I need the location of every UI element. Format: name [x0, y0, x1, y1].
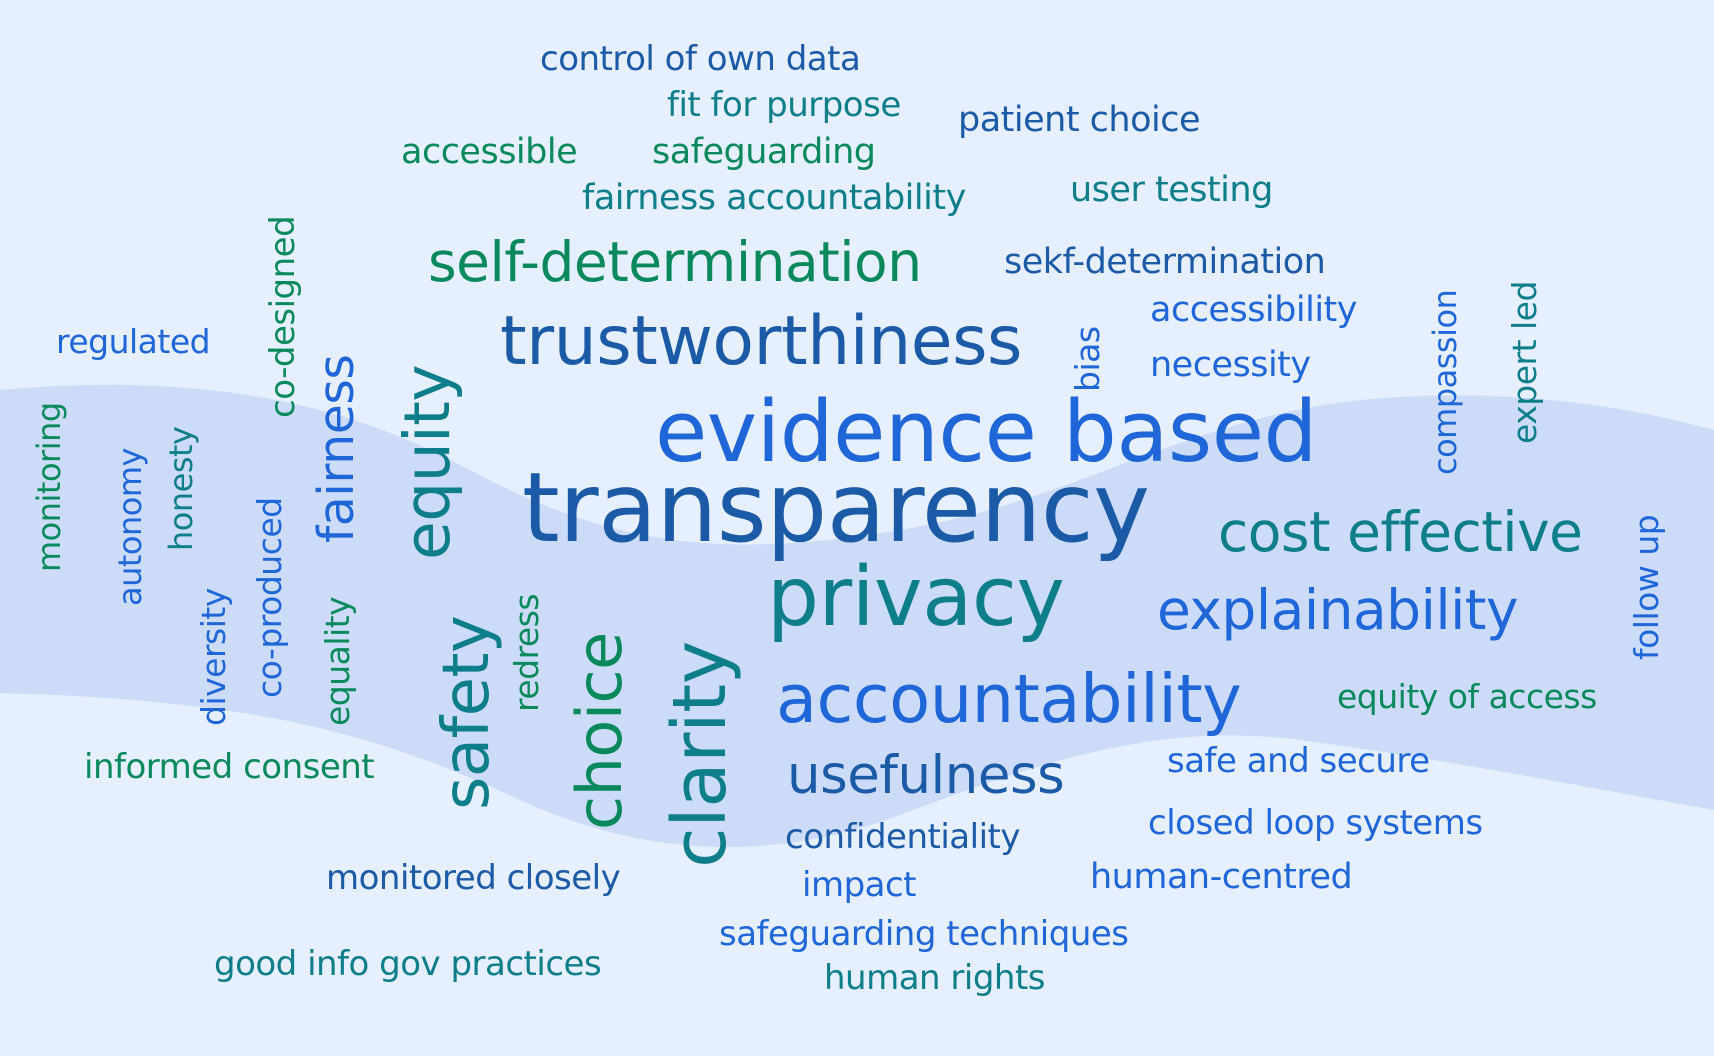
word-equity-of-access: equity of access — [1337, 677, 1597, 716]
word-safeguarding-techniques: safeguarding techniques — [719, 914, 1129, 954]
word-accessibility: accessibility — [1150, 290, 1358, 330]
word-necessity: necessity — [1150, 345, 1311, 385]
word-choice: choice — [563, 632, 636, 830]
word-trustworthiness: trustworthiness — [500, 302, 1022, 381]
word-human-rights: human rights — [824, 958, 1046, 998]
word-transparency: transparency — [522, 452, 1150, 564]
word-explainability: explainability — [1157, 578, 1519, 642]
word-evidence-based: evidence based — [655, 383, 1317, 482]
word-human-centred: human-centred — [1090, 857, 1353, 897]
word-co-designed: co-designed — [263, 215, 303, 418]
word-autonomy: autonomy — [111, 448, 149, 606]
word-fairness-accountability: fairness accountability — [582, 178, 966, 218]
word-safe-and-secure: safe and secure — [1167, 741, 1430, 781]
word-regulated: regulated — [56, 322, 211, 361]
word-monitoring: monitoring — [30, 402, 68, 572]
word-sekf-determination: sekf-determination — [1004, 242, 1326, 282]
word-equity: equity — [391, 364, 464, 560]
word-impact: impact — [802, 865, 917, 905]
word-user-testing: user testing — [1070, 170, 1273, 210]
word-compassion: compassion — [1426, 289, 1464, 475]
word-diversity: diversity — [194, 588, 233, 726]
word-fairness: fairness — [308, 354, 365, 543]
word-confidentiality: confidentiality — [785, 817, 1020, 857]
word-accountability: accountability — [776, 660, 1242, 738]
word-clarity: clarity — [657, 641, 743, 868]
word-redress: redress — [507, 593, 546, 712]
wave-band — [0, 384, 1714, 848]
word-fit-for-purpose: fit for purpose — [667, 85, 901, 125]
word-patient-choice: patient choice — [958, 100, 1201, 140]
word-co-produced: co-produced — [250, 497, 289, 698]
word-closed-loop-systems: closed loop systems — [1148, 803, 1483, 843]
word-safeguarding: safeguarding — [652, 132, 876, 172]
word-self-determination: self-determination — [428, 230, 922, 294]
word-informed-consent: informed consent — [84, 747, 375, 787]
word-equality: equality — [318, 596, 357, 726]
word-privacy: privacy — [767, 550, 1065, 645]
word-honesty: honesty — [162, 426, 200, 551]
word-cost-effective: cost effective — [1218, 500, 1583, 564]
word-good-info-gov-practices: good info gov practices — [214, 944, 602, 984]
word-follow-up: follow up — [1627, 514, 1666, 660]
word-usefulness: usefulness — [787, 745, 1065, 806]
word-monitored-closely: monitored closely — [326, 858, 621, 898]
word-safety: safety — [430, 615, 504, 810]
word-expert-led: expert led — [1505, 281, 1544, 444]
word-control-of-own-data: control of own data — [540, 39, 861, 79]
word-accessible: accessible — [401, 132, 578, 172]
